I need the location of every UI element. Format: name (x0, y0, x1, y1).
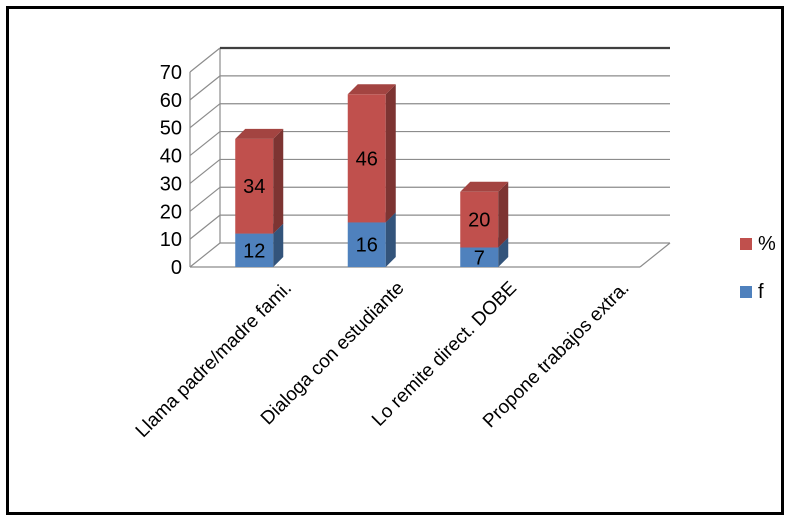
y-tick-label: 0 (171, 257, 182, 279)
legend: %f (740, 233, 776, 303)
legend-label: % (758, 233, 776, 255)
bar-side (385, 212, 396, 267)
bar-f (235, 233, 274, 267)
data-label: 20 (468, 210, 490, 232)
gridline-side (189, 47, 221, 73)
bar-percent (460, 191, 499, 248)
floor-right-edge (639, 242, 671, 268)
gridline-side (189, 158, 221, 184)
bars (235, 84, 509, 267)
bar-top (347, 84, 396, 95)
gridline-side (189, 103, 221, 129)
y-axis-ticks: 0 10 20 30 40 50 60 70 (160, 62, 182, 279)
gridlines (189, 46, 670, 268)
y-tick-label: 30 (160, 173, 182, 195)
gridline-side (189, 214, 221, 240)
bar-f (347, 222, 386, 267)
y-tick-label: 40 (160, 146, 182, 168)
bar-top (460, 181, 509, 192)
bar-f (460, 247, 499, 267)
bar-side (385, 84, 396, 223)
data-label: 12 (243, 240, 265, 262)
data-labels: 12 34 16 46 7 20 (243, 148, 490, 269)
category-labels: Llama padre/madre fami.Dialoga con estud… (132, 278, 634, 442)
y-tick-label: 50 (160, 118, 182, 140)
data-label: 34 (243, 176, 265, 198)
gridline-side (189, 242, 221, 268)
data-label: 46 (356, 148, 378, 170)
gridline-side (189, 186, 221, 212)
bar-side (273, 223, 284, 267)
bar-side (273, 128, 284, 234)
y-tick-label: 60 (160, 90, 182, 112)
legend-swatch (740, 286, 752, 298)
bar-top (235, 128, 284, 139)
data-label: 16 (356, 235, 378, 257)
data-label: 7 (474, 247, 485, 269)
bar-percent (347, 94, 386, 223)
gridline-side (189, 131, 221, 157)
gridline-side (189, 75, 221, 101)
bar-side (498, 181, 509, 248)
bar-percent (235, 138, 274, 234)
bar-side (498, 237, 509, 267)
y-tick-label: 10 (160, 229, 182, 251)
legend-swatch (740, 238, 752, 250)
legend-label: f (758, 281, 764, 303)
y-tick-label: 20 (160, 201, 182, 223)
y-tick-label: 70 (160, 62, 182, 84)
